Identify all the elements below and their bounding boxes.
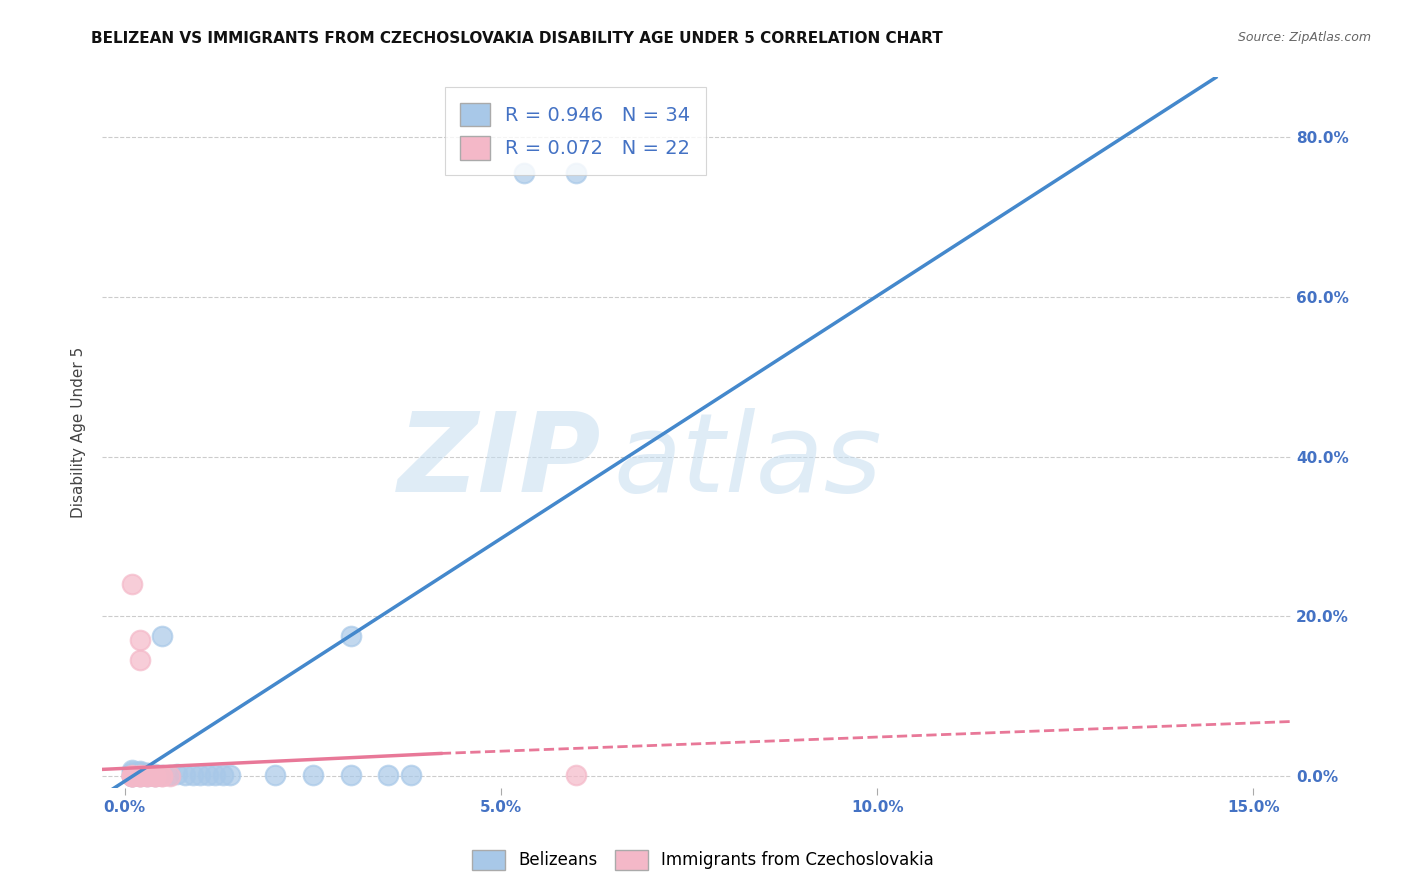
Legend: R = 0.946   N = 34, R = 0.072   N = 22: R = 0.946 N = 34, R = 0.072 N = 22	[444, 87, 706, 176]
Text: BELIZEAN VS IMMIGRANTS FROM CZECHOSLOVAKIA DISABILITY AGE UNDER 5 CORRELATION CH: BELIZEAN VS IMMIGRANTS FROM CZECHOSLOVAK…	[91, 31, 943, 46]
Point	[143, 769, 166, 783]
Point	[174, 768, 197, 782]
Point	[121, 769, 143, 783]
Point	[512, 166, 534, 180]
Point	[121, 769, 143, 783]
Point	[136, 769, 159, 783]
Point	[399, 768, 422, 782]
Point	[152, 769, 174, 783]
Y-axis label: Disability Age Under 5: Disability Age Under 5	[72, 347, 86, 518]
Point	[143, 767, 166, 781]
Text: ZIP: ZIP	[398, 408, 602, 515]
Point	[302, 768, 325, 782]
Point	[565, 166, 588, 180]
Point	[121, 769, 143, 783]
Point	[128, 769, 150, 783]
Point	[264, 768, 287, 782]
Point	[377, 768, 399, 782]
Point	[143, 769, 166, 783]
Legend: Belizeans, Immigrants from Czechoslovakia: Belizeans, Immigrants from Czechoslovaki…	[465, 843, 941, 877]
Point	[121, 769, 143, 783]
Point	[339, 768, 361, 782]
Point	[136, 766, 159, 780]
Point	[339, 629, 361, 643]
Point	[128, 768, 150, 782]
Point	[136, 765, 159, 780]
Point	[121, 769, 143, 783]
Point	[121, 768, 143, 782]
Point	[152, 768, 174, 782]
Point	[197, 768, 219, 782]
Point	[136, 768, 159, 782]
Point	[128, 769, 150, 783]
Point	[211, 768, 233, 782]
Point	[219, 768, 242, 782]
Point	[128, 766, 150, 780]
Point	[121, 769, 143, 783]
Point	[136, 769, 159, 783]
Point	[121, 764, 143, 779]
Point	[128, 633, 150, 648]
Point	[159, 769, 181, 783]
Point	[128, 769, 150, 783]
Point	[565, 768, 588, 782]
Point	[128, 769, 150, 783]
Point	[136, 769, 159, 783]
Point	[152, 629, 174, 643]
Point	[166, 767, 188, 781]
Point	[128, 764, 150, 779]
Point	[188, 768, 211, 782]
Point	[128, 764, 150, 778]
Point	[128, 768, 150, 782]
Text: Source: ZipAtlas.com: Source: ZipAtlas.com	[1237, 31, 1371, 45]
Point	[143, 769, 166, 783]
Point	[128, 653, 150, 667]
Point	[121, 767, 143, 781]
Point	[181, 768, 204, 782]
Point	[143, 769, 166, 783]
Point	[204, 768, 226, 782]
Point	[121, 763, 143, 777]
Point	[152, 769, 174, 783]
Point	[121, 577, 143, 591]
Text: atlas: atlas	[613, 408, 882, 515]
Point	[159, 768, 181, 782]
